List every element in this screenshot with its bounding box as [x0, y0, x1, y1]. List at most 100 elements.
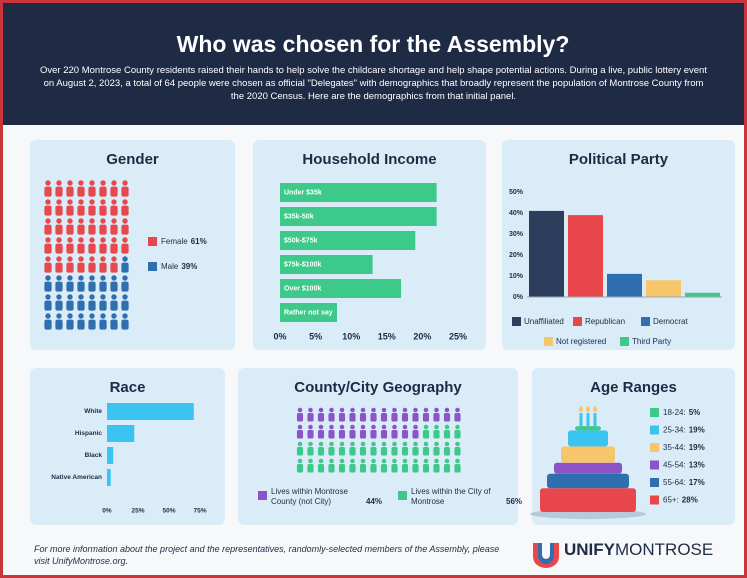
person-body — [297, 413, 303, 422]
legend-category: Lives within the City of Montrose — [411, 487, 506, 507]
person-head — [382, 442, 387, 447]
person-head — [371, 425, 376, 430]
person-body — [328, 430, 334, 439]
person-head — [308, 425, 313, 430]
person-body — [66, 225, 73, 235]
person-body — [44, 206, 51, 216]
person-head — [56, 275, 61, 280]
cake-layer — [547, 474, 629, 488]
person-body — [55, 282, 62, 292]
legend-value: 5% — [689, 408, 701, 417]
person-body — [110, 225, 117, 235]
person-head — [111, 256, 116, 261]
legend-swatch — [398, 491, 407, 500]
person-head — [298, 425, 303, 430]
person-head — [361, 425, 366, 430]
person-head — [361, 459, 366, 464]
person-head — [371, 408, 376, 413]
person-body — [55, 301, 62, 311]
person-head — [298, 442, 303, 447]
person-body — [44, 263, 51, 273]
person-head — [100, 180, 105, 185]
person-head — [45, 294, 50, 299]
person-head — [445, 408, 450, 413]
person-body — [99, 282, 106, 292]
legend-value: 17% — [689, 478, 705, 487]
person-head — [111, 218, 116, 223]
panel-title: Political Party — [569, 151, 669, 168]
person-head — [424, 425, 429, 430]
person-body — [77, 225, 84, 235]
legend-value: 44% — [366, 497, 382, 506]
panel-title: Household Income — [302, 151, 436, 168]
cake-layer — [554, 463, 622, 474]
legend-label: Republican — [585, 317, 625, 326]
x-tick-label: 75% — [193, 508, 206, 515]
person-head — [45, 237, 50, 242]
person-body — [349, 413, 355, 422]
person-body — [381, 413, 387, 422]
legend-label: Third Party — [632, 337, 671, 346]
person-head — [100, 313, 105, 318]
person-body — [339, 464, 345, 473]
person-body — [297, 447, 303, 456]
person-body — [433, 464, 439, 473]
person-body — [349, 464, 355, 473]
person-body — [360, 430, 366, 439]
legend-swatch — [641, 317, 650, 326]
person-head — [371, 459, 376, 464]
person-body — [121, 225, 128, 235]
person-body — [307, 413, 313, 422]
person-body — [55, 187, 62, 197]
page-title: Who was chosen for the Assembly? — [177, 31, 570, 57]
person-head — [67, 180, 72, 185]
x-tick-label: 10% — [342, 331, 360, 341]
person-head — [89, 237, 94, 242]
person-head — [56, 199, 61, 204]
person-body — [110, 206, 117, 216]
person-head — [392, 459, 397, 464]
person-head — [56, 180, 61, 185]
person-body — [412, 430, 418, 439]
person-head — [319, 425, 324, 430]
x-tick-label: 20% — [413, 331, 431, 341]
person-body — [110, 263, 117, 273]
y-tick-label: 50% — [509, 189, 524, 196]
legend-category: 35-44: — [663, 443, 686, 452]
person-body — [433, 413, 439, 422]
person-head — [78, 237, 83, 242]
person-head — [67, 294, 72, 299]
y-tick-label: 40% — [509, 210, 524, 217]
person-body — [88, 263, 95, 273]
person-body — [44, 225, 51, 235]
bar-label: Rather not say — [284, 309, 333, 316]
person-body — [66, 206, 73, 216]
person-body — [99, 244, 106, 254]
person-body — [99, 225, 106, 235]
person-body — [391, 464, 397, 473]
person-head — [111, 199, 116, 204]
person-head — [100, 256, 105, 261]
person-body — [88, 225, 95, 235]
candle — [587, 413, 590, 426]
legend-label: Unaffiliated — [524, 317, 564, 326]
person-head — [350, 442, 355, 447]
person-body — [55, 244, 62, 254]
person-body — [121, 282, 128, 292]
person-body — [391, 430, 397, 439]
person-body — [444, 464, 450, 473]
person-head — [100, 294, 105, 299]
person-body — [454, 413, 460, 422]
person-head — [122, 256, 127, 261]
person-head — [122, 313, 127, 318]
person-body — [328, 413, 334, 422]
person-body — [110, 187, 117, 197]
person-head — [350, 425, 355, 430]
person-head — [350, 459, 355, 464]
person-body — [99, 263, 106, 273]
person-body — [66, 320, 73, 330]
person-head — [445, 425, 450, 430]
person-head — [100, 218, 105, 223]
legend-value: 56% — [506, 497, 522, 506]
person-body — [44, 320, 51, 330]
